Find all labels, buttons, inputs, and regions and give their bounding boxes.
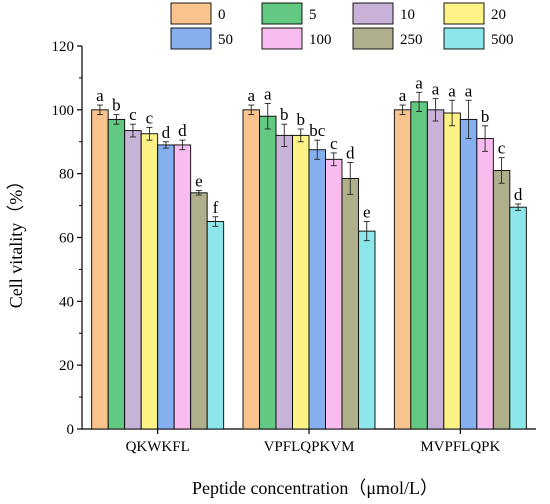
significance-letter: c xyxy=(129,105,137,124)
x-axis-title: Peptide concentration（μmol/L） xyxy=(192,478,438,498)
legend-label: 500 xyxy=(491,32,514,48)
bar xyxy=(91,109,109,430)
significance-letter: a xyxy=(399,86,407,105)
significance-letter: f xyxy=(213,198,219,217)
legend-label: 0 xyxy=(218,7,226,23)
bar xyxy=(259,115,277,430)
significance-letter: d xyxy=(514,185,523,204)
bar xyxy=(173,144,192,430)
bar xyxy=(509,206,527,430)
significance-letter: a xyxy=(96,86,104,105)
legend-swatch xyxy=(352,27,394,50)
bar xyxy=(157,144,175,430)
y-axis-title: Cell vitality（%） xyxy=(6,172,26,309)
significance-letter: a xyxy=(432,80,440,99)
significance-letter: d xyxy=(162,123,171,142)
significance-letter: b xyxy=(481,107,490,126)
bar xyxy=(358,230,376,430)
bar xyxy=(206,221,225,430)
y-tick-label: 120 xyxy=(52,39,75,55)
significance-letter: e xyxy=(195,172,203,191)
bar xyxy=(341,178,359,430)
y-tick-label: 40 xyxy=(59,294,74,310)
significance-letter: d xyxy=(346,143,355,162)
bar xyxy=(492,170,511,430)
legend-label: 100 xyxy=(309,32,332,48)
significance-letter: c xyxy=(498,139,506,158)
y-tick-label: 100 xyxy=(52,103,75,119)
x-tick-label: MVPFLQPK xyxy=(420,439,500,455)
bar xyxy=(124,130,142,430)
significance-letter: d xyxy=(178,121,187,140)
significance-letter: a xyxy=(264,84,272,103)
significance-letter: bc xyxy=(309,121,326,140)
bar xyxy=(107,118,126,430)
significance-letter: b xyxy=(297,110,306,129)
significance-letter: b xyxy=(112,96,121,115)
legend-label: 50 xyxy=(218,32,233,48)
significance-letter: a xyxy=(448,81,456,100)
significance-letter: e xyxy=(363,203,371,222)
x-tick-label: VPFLQPKVM xyxy=(264,439,355,455)
legend-label: 5 xyxy=(309,7,317,23)
bar xyxy=(292,134,310,430)
legend-label: 10 xyxy=(400,7,415,23)
bar xyxy=(443,112,461,430)
bar xyxy=(476,138,494,430)
significance-letter: a xyxy=(465,81,473,100)
y-tick-label: 80 xyxy=(59,167,74,183)
bar xyxy=(325,158,343,430)
significance-letter: c xyxy=(146,108,154,127)
legend-swatch xyxy=(261,27,303,50)
y-tick-label: 0 xyxy=(67,422,75,438)
x-tick-label: QKWKFL xyxy=(126,439,190,455)
bar xyxy=(190,192,208,430)
legend-swatch xyxy=(261,2,303,25)
bar xyxy=(308,149,326,430)
bar xyxy=(140,133,159,430)
legend: 0 5 10 20 50 100 250 500 xyxy=(170,2,514,50)
bar xyxy=(393,109,412,430)
significance-letter: a xyxy=(415,73,423,92)
bar xyxy=(426,109,445,430)
significance-letter: b xyxy=(280,105,289,124)
legend-swatch xyxy=(352,2,394,25)
bar xyxy=(275,134,293,430)
y-tick-label: 20 xyxy=(59,358,74,374)
legend-swatch xyxy=(170,2,212,25)
bar xyxy=(242,109,260,430)
significance-letter: a xyxy=(247,86,255,105)
legend-swatch xyxy=(170,27,212,50)
legend-swatch xyxy=(443,27,485,50)
legend-swatch xyxy=(443,2,485,25)
legend-label: 250 xyxy=(400,32,423,48)
bar xyxy=(410,101,428,430)
y-tick-label: 60 xyxy=(59,231,74,247)
bar xyxy=(459,118,478,430)
significance-letter: c xyxy=(330,134,338,153)
legend-label: 20 xyxy=(491,7,506,23)
